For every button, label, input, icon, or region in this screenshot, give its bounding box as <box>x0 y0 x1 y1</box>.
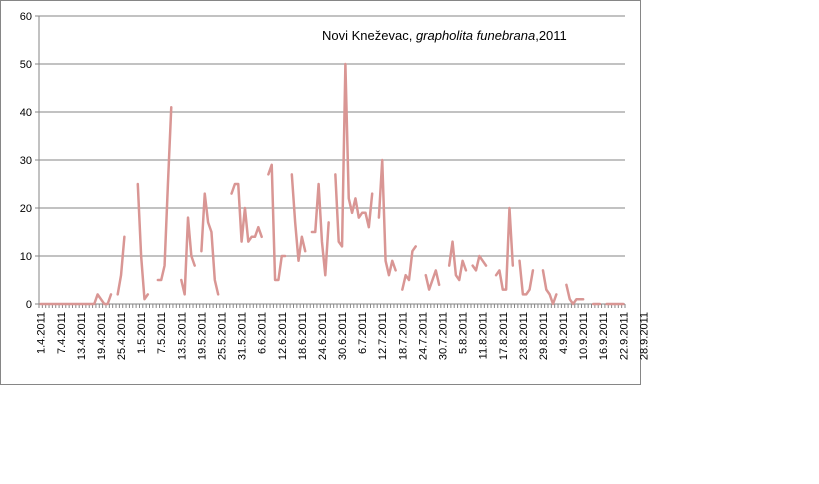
x-tick-label: 24.7.2011 <box>417 312 429 360</box>
x-tick-label: 13.5.2011 <box>176 312 188 360</box>
chart-title-location: Novi Kneževac, <box>322 28 416 43</box>
x-tick-label: 12.6.2011 <box>277 312 289 360</box>
series-segment <box>565 283 585 306</box>
series-segment <box>267 163 287 282</box>
x-tick-label: 11.8.2011 <box>478 312 490 359</box>
series-segment <box>180 216 196 296</box>
x-tick-label: 7.4.2011 <box>56 312 68 354</box>
y-tick-label-30: 30 <box>20 155 32 167</box>
series-segment <box>334 62 374 248</box>
x-tick-label: 29.8.2011 <box>538 312 550 360</box>
x-tick-label: 23.8.2011 <box>518 312 530 360</box>
series-segment <box>401 245 417 291</box>
x-tick-label: 4.9.2011 <box>558 312 570 354</box>
x-tick-label: 31.5.2011 <box>237 312 249 360</box>
series-segment <box>310 182 330 277</box>
x-tick-label: 6.6.2011 <box>257 312 269 354</box>
series-segment <box>494 206 515 291</box>
x-tick-label: 30.6.2011 <box>337 312 349 360</box>
series-segment <box>116 235 126 296</box>
x-tick-label: 22.9.2011 <box>618 312 630 360</box>
x-tick-label: 25.5.2011 <box>216 312 228 360</box>
series-segment <box>230 182 263 243</box>
x-tick-label: 28.9.2011 <box>638 312 650 360</box>
x-tick-label: 24.6.2011 <box>317 312 329 360</box>
x-tick-label: 10.9.2011 <box>578 312 590 360</box>
series-segment <box>136 182 150 301</box>
series-segment <box>518 259 535 296</box>
chart-title-species: grapholita funebrana <box>416 28 535 43</box>
series-line <box>39 62 625 306</box>
x-tick-label: 18.7.2011 <box>397 312 409 360</box>
series-segment <box>39 293 113 306</box>
x-axis <box>38 303 626 308</box>
x-tick-label: 17.8.2011 <box>498 312 510 360</box>
x-tick-label: 30.7.2011 <box>438 312 450 360</box>
x-tick-label: 16.9.2011 <box>598 312 610 360</box>
x-tick-label: 18.6.2011 <box>297 312 309 360</box>
y-tick-label-0: 0 <box>26 299 32 311</box>
series-segment <box>200 192 220 296</box>
x-tick-label: 13.4.2011 <box>76 312 88 360</box>
x-tick-label: 19.4.2011 <box>96 312 108 360</box>
y-tick-label-20: 20 <box>20 203 32 215</box>
chart-title-year: ,2011 <box>535 28 567 43</box>
chart-title: Novi Kneževac, grapholita funebrana,2011 <box>322 28 567 43</box>
x-tick-label: 6.7.2011 <box>357 312 369 354</box>
series-segment <box>377 158 397 277</box>
x-tick-label: 1.5.2011 <box>136 312 148 354</box>
series-segment <box>424 269 441 291</box>
series-segment <box>541 269 558 306</box>
x-tick-label: 12.7.2011 <box>377 312 389 360</box>
series-segment <box>290 173 307 263</box>
x-tick-label: 25.4.2011 <box>116 312 128 360</box>
series-segment <box>447 240 468 282</box>
y-tick-label-50: 50 <box>20 59 32 71</box>
series-segment <box>471 254 488 272</box>
x-tick-label: 19.5.2011 <box>196 312 208 360</box>
gridlines <box>39 15 625 257</box>
x-tick-labels: 1.4.2011 7.4.2011 13.4.2011 19.4.2011 25.4.2… <box>36 312 651 360</box>
x-tick-label: 5.8.2011 <box>458 312 470 354</box>
y-tick-label-60: 60 <box>20 11 32 23</box>
y-axis: 0 10 20 30 40 50 60 <box>20 11 40 311</box>
y-tick-label-40: 40 <box>20 107 32 119</box>
x-tick-label: 7.5.2011 <box>156 312 168 354</box>
series-segment <box>156 105 173 282</box>
x-tick-label: 1.4.2011 <box>36 312 48 354</box>
y-tick-label-10: 10 <box>20 251 32 263</box>
